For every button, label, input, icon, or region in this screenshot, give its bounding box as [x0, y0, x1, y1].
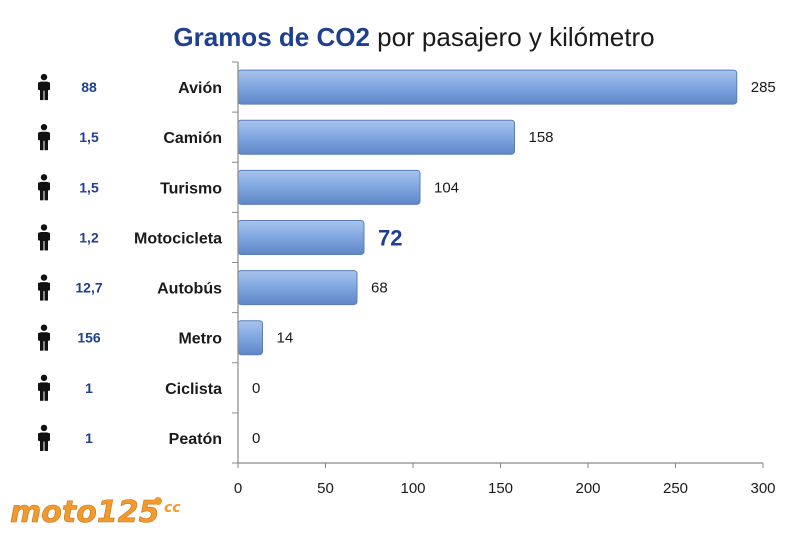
x-tick-label: 0 — [234, 480, 242, 497]
category-label: Avión — [178, 80, 222, 97]
bar — [237, 270, 358, 306]
category-label: Autobús — [157, 281, 222, 298]
logo-dot — [154, 497, 162, 505]
bar — [237, 119, 515, 155]
passengers-label: 1,5 — [79, 179, 99, 195]
x-tick-label: 50 — [317, 480, 334, 497]
category-label: Metro — [178, 331, 222, 348]
data-label: 68 — [371, 280, 388, 297]
x-tick-label: 150 — [488, 480, 513, 497]
passengers-label: 1,5 — [79, 129, 99, 145]
data-label: 158 — [529, 129, 554, 146]
logo-text: moto125 — [10, 495, 159, 530]
category-label: Camión — [163, 130, 222, 147]
passengers-label: 156 — [77, 330, 101, 346]
passengers-label: 1 — [85, 380, 93, 396]
data-label: 72 — [378, 225, 402, 250]
passengers-label: 88 — [81, 79, 97, 95]
person-icon — [38, 224, 50, 251]
chart-title: Gramos de CO2 por pasajero y kilómetro — [173, 22, 654, 52]
person-icon — [38, 274, 50, 301]
x-tick-label: 100 — [400, 480, 425, 497]
passengers-label: 1,2 — [79, 229, 99, 245]
bar — [237, 69, 738, 105]
person-icon — [38, 73, 50, 101]
logo-suffix: cc — [164, 500, 181, 516]
passengers-label: 1 — [85, 430, 93, 446]
labels-group: 285 Avión 88 158 Camión 1,5 104 Turismo 1,5 72 Mot… — [38, 73, 776, 451]
category-label: Ciclista — [165, 381, 222, 398]
data-label: 0 — [252, 430, 260, 447]
category-label: Motocicleta — [134, 230, 222, 247]
data-label: 104 — [434, 179, 459, 196]
category-label: Turismo — [160, 180, 222, 197]
data-label: 0 — [252, 380, 260, 397]
person-icon — [38, 374, 50, 401]
passengers-label: 12,7 — [75, 280, 102, 296]
axes-group: 0 50 100 150 200 250 300 — [232, 61, 776, 497]
x-tick-label: 250 — [663, 480, 688, 497]
bar — [237, 320, 263, 356]
logo: moto125 cc — [10, 495, 182, 531]
person-icon — [38, 424, 50, 451]
bar — [237, 219, 365, 255]
x-tick-label: 200 — [575, 480, 600, 497]
bars-group — [237, 69, 738, 356]
data-label: 285 — [751, 79, 776, 96]
person-icon — [38, 123, 50, 151]
person-icon — [38, 174, 50, 201]
chart-title-rest: por pasajero y kilómetro — [370, 22, 655, 52]
x-tick-label: 300 — [750, 480, 775, 497]
bar — [237, 169, 421, 205]
data-label: 14 — [277, 330, 294, 347]
chart-title-bold: Gramos de CO2 — [173, 22, 370, 52]
category-label: Peatón — [169, 431, 222, 448]
person-icon — [38, 324, 50, 351]
